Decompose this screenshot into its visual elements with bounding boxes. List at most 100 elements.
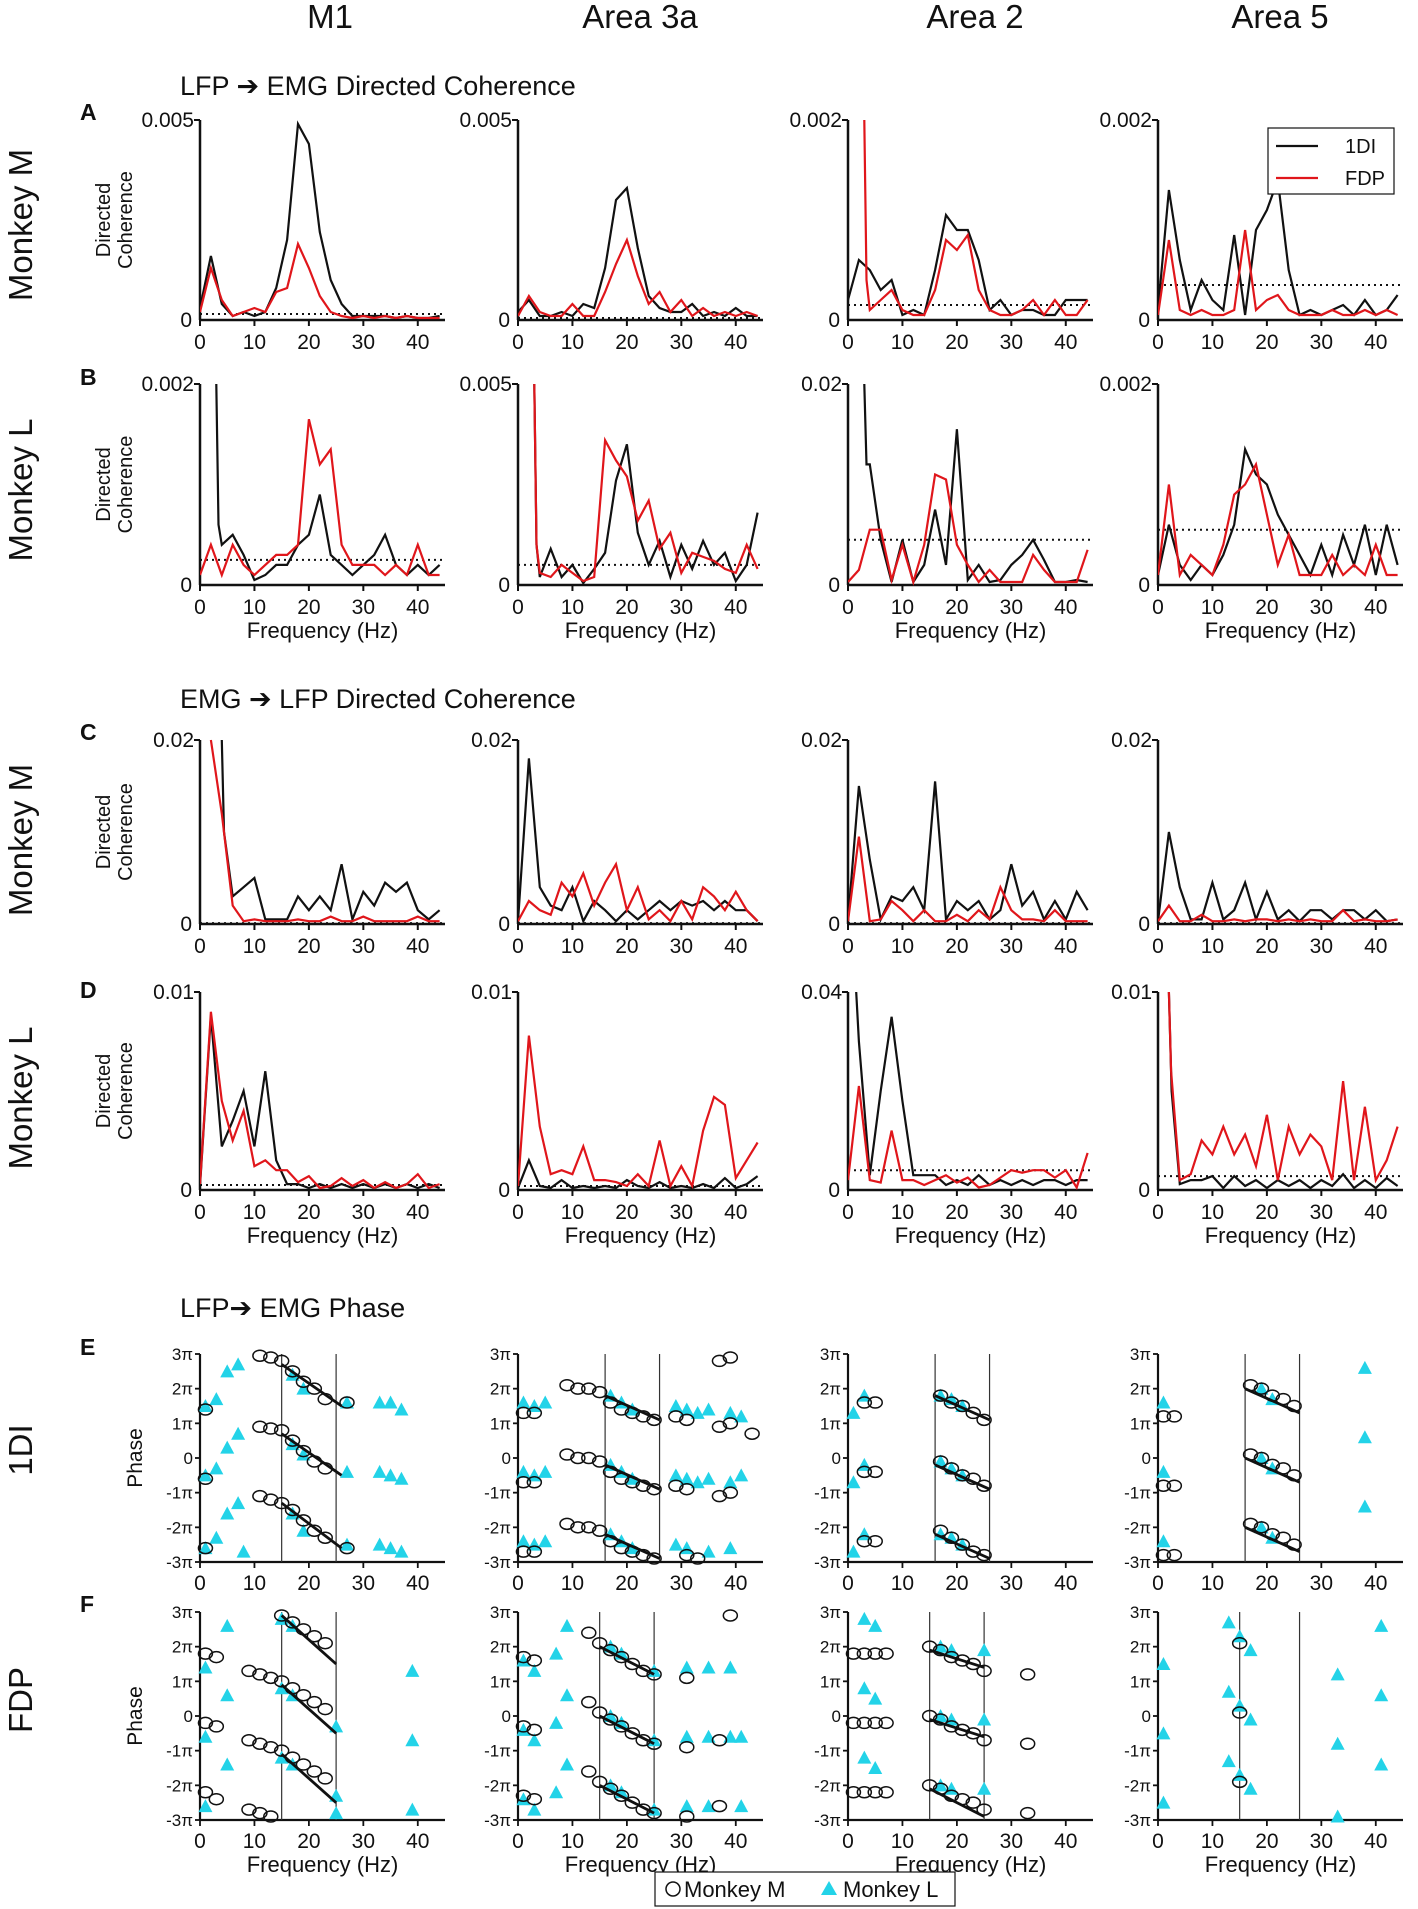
panel-d-2: 0.04 00 10 20 30 40 Frequency (Hz) [801,981,1093,1248]
monkey-m-point [591,1775,608,1789]
monkey-l-point [296,1523,311,1537]
y-tick-label: -2π [166,1518,193,1537]
x-tick-label: 30 [670,331,693,354]
x-axis-label: Frequency (Hz) [565,1223,717,1248]
monkey-m-point [263,1422,279,1435]
x-tick-label: 10 [243,331,266,354]
y-tick-label-top: 0.01 [471,981,512,1004]
x-tick-label: 0 [842,1201,854,1224]
series-line-1di [518,758,759,924]
bottom-legend: Monkey M Monkey L [654,1871,956,1907]
x-tick-label: 40 [1364,1201,1387,1224]
x-tick-label: 10 [243,596,266,619]
regression-line [934,1394,991,1422]
x-tick-label: 30 [352,935,375,958]
regression-line [599,1784,655,1815]
x-tick-label: 30 [1310,1830,1333,1853]
monkey-m-point [679,1810,695,1823]
x-tick-label: 40 [1054,1572,1077,1595]
monkey-l-point [372,1464,387,1478]
x-tick-label: 20 [297,596,320,619]
monkey-l-point [734,1799,749,1813]
regression-line [934,1463,991,1491]
monkey-m-point [317,1772,333,1785]
monkey-m-point [679,1482,695,1496]
x-tick-label: 20 [297,1830,320,1853]
monkey-m-point [679,1548,695,1562]
x-tick-label: 10 [561,1572,584,1595]
x-tick-label: 20 [945,1572,968,1595]
legend-monkey-m: Monkey M [684,1877,785,1902]
y-tick-label-zero: 0 [498,1179,510,1202]
series-line-fdp [200,240,440,320]
regression-line [280,1683,338,1735]
series-line-fdp [209,739,440,923]
monkey-m-point [241,1803,257,1816]
x-tick-label: 40 [406,331,429,354]
x-tick-label: 30 [1000,1201,1023,1224]
monkey-m-point [965,1406,981,1420]
x-tick-label: 30 [1000,935,1023,958]
regression-line [929,1648,985,1669]
monkey-m-point [613,1650,630,1664]
monkey-l-point [1232,1698,1247,1712]
x-tick-label: 40 [1054,1201,1077,1224]
monkey-m-point [295,1688,312,1702]
monkey-l-point [329,1806,344,1820]
x-axis-label: Frequency (Hz) [895,618,1047,643]
monkey-l-point [977,1643,992,1657]
y-tick-label: -2π [814,1518,841,1537]
monkey-m-point [339,1396,355,1409]
panel-d-1: 0.01 00 10 20 30 40 Frequency (Hz) [471,981,763,1248]
x-tick-label: 20 [615,596,638,619]
y-tick-label-zero: 0 [498,574,510,597]
monkey-l-point [198,1541,213,1555]
monkey-m-point [878,1786,894,1799]
monkey-m-point [581,1765,597,1778]
y-tick-label: -1π [166,1742,193,1761]
x-tick-label: 10 [243,1201,266,1224]
y-tick-label: 2π [820,1380,841,1399]
x-tick-label: 40 [406,1830,429,1853]
monkey-m-point [646,1737,662,1750]
x-tick-label: 0 [1152,596,1164,619]
x-axis-label: Frequency (Hz) [1205,1223,1357,1248]
monkey-l-point [857,1681,872,1695]
monkey-m-point [943,1650,960,1664]
x-tick-label: 30 [1310,331,1333,354]
monkey-m-point [559,1448,575,1461]
y-tick-label: 0 [1142,1707,1151,1726]
monkey-m-point [570,1451,586,1465]
monkey-m-point [273,1744,290,1757]
monkey-l-point [220,1364,235,1378]
x-tick-label: 40 [406,596,429,619]
monkey-m-point [273,1675,290,1688]
monkey-m-point [856,1396,873,1409]
series-line-1di [848,781,1089,923]
monkey-m-point [878,1716,894,1730]
regression-line [280,1432,343,1477]
monkey-m-point [273,1609,290,1622]
monkey-l-point [405,1802,420,1816]
monkey-m-point [722,1417,739,1430]
monkey-l-point [296,1381,311,1395]
y-tick-label: 0 [832,1707,841,1726]
monkey-m-point [845,1786,862,1799]
monkey-m-point [689,1552,706,1565]
x-tick-label: 10 [243,935,266,958]
x-tick-label: 0 [1152,935,1164,958]
monkey-l-point [1254,1520,1269,1534]
legend-circle-marker [665,1881,681,1897]
monkey-m-point [306,1630,323,1643]
x-tick-label: 0 [194,596,206,619]
x-tick-label: 30 [352,1572,375,1595]
monkey-m-point [208,1720,225,1733]
series-line-fdp [200,418,440,579]
x-tick-label: 10 [1201,1201,1224,1224]
monkey-l-point [1156,1726,1171,1740]
monkey-l-point [383,1395,398,1409]
monkey-m-point [263,1493,279,1506]
y-tick-label: 0 [184,1707,193,1726]
